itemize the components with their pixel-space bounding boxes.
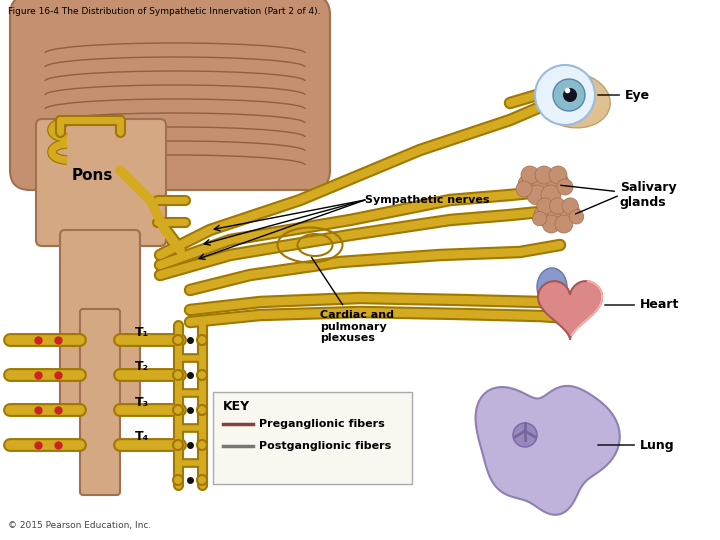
Circle shape xyxy=(535,166,553,184)
Ellipse shape xyxy=(537,268,567,306)
Circle shape xyxy=(541,185,561,205)
Circle shape xyxy=(537,198,553,214)
Circle shape xyxy=(173,335,183,345)
Circle shape xyxy=(563,88,577,102)
Circle shape xyxy=(513,423,537,447)
Text: Eye: Eye xyxy=(598,89,650,102)
Text: T₁: T₁ xyxy=(135,326,149,339)
FancyBboxPatch shape xyxy=(60,230,140,410)
Circle shape xyxy=(197,335,207,345)
Circle shape xyxy=(532,211,546,226)
Polygon shape xyxy=(475,386,620,515)
Text: Sympathetic nerves: Sympathetic nerves xyxy=(365,195,490,205)
Circle shape xyxy=(173,475,183,485)
Circle shape xyxy=(535,65,595,125)
Circle shape xyxy=(549,198,566,214)
Text: T₄: T₄ xyxy=(135,430,149,443)
Circle shape xyxy=(560,203,580,223)
Circle shape xyxy=(516,181,532,197)
Circle shape xyxy=(173,405,183,415)
Text: Heart: Heart xyxy=(605,299,680,312)
Circle shape xyxy=(533,174,555,196)
Circle shape xyxy=(553,79,585,111)
FancyBboxPatch shape xyxy=(213,392,412,484)
Circle shape xyxy=(547,172,569,194)
Circle shape xyxy=(548,205,567,225)
Circle shape xyxy=(527,185,547,205)
Text: Lung: Lung xyxy=(598,438,675,451)
Text: Salivary
glands: Salivary glands xyxy=(561,181,677,209)
Text: T₂: T₂ xyxy=(135,361,149,374)
Circle shape xyxy=(534,204,556,226)
Text: Postganglionic fibers: Postganglionic fibers xyxy=(259,441,391,451)
Circle shape xyxy=(197,475,207,485)
Text: T₃: T₃ xyxy=(135,395,149,408)
Text: © 2015 Pearson Education, Inc.: © 2015 Pearson Education, Inc. xyxy=(8,521,151,530)
Circle shape xyxy=(562,198,578,214)
Circle shape xyxy=(549,166,567,184)
Text: Cardiac and
pulmonary
plexuses: Cardiac and pulmonary plexuses xyxy=(312,258,394,343)
Text: Figure 16-4 The Distribution of Sympathetic Innervation (Part 2 of 4).: Figure 16-4 The Distribution of Sympathe… xyxy=(8,7,320,16)
Circle shape xyxy=(197,405,207,415)
Circle shape xyxy=(173,370,183,380)
FancyBboxPatch shape xyxy=(80,309,120,495)
Circle shape xyxy=(570,210,584,224)
Circle shape xyxy=(542,215,560,233)
FancyBboxPatch shape xyxy=(10,0,330,190)
Circle shape xyxy=(197,440,207,450)
Circle shape xyxy=(197,370,207,380)
Circle shape xyxy=(518,173,542,197)
Polygon shape xyxy=(538,281,602,339)
Text: Preganglionic fibers: Preganglionic fibers xyxy=(259,419,384,429)
Text: KEY: KEY xyxy=(223,400,250,413)
FancyBboxPatch shape xyxy=(36,119,166,246)
Ellipse shape xyxy=(536,72,611,128)
Text: Pons: Pons xyxy=(72,167,113,183)
Circle shape xyxy=(521,166,539,184)
Circle shape xyxy=(557,179,573,195)
Circle shape xyxy=(173,440,183,450)
Circle shape xyxy=(555,215,573,233)
